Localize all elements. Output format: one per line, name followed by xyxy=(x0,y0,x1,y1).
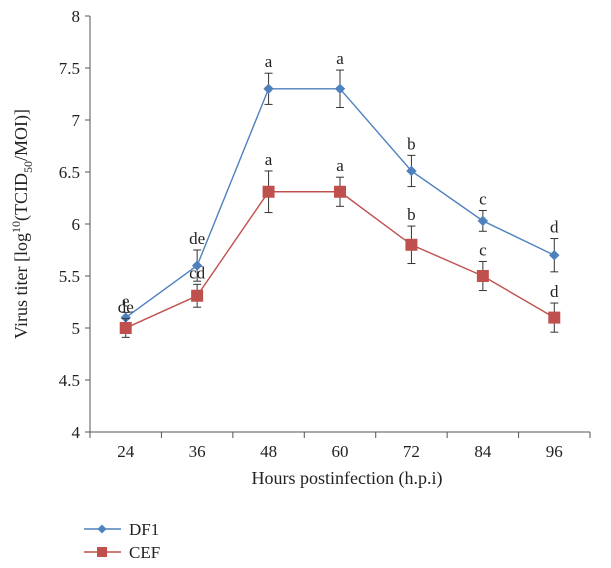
y-tick-label: 6.5 xyxy=(59,163,80,182)
significance-label: a xyxy=(336,49,344,68)
significance-label: a xyxy=(265,52,273,71)
legend: DF1 CEF xyxy=(84,520,160,562)
x-tick-label: 36 xyxy=(189,442,206,461)
data-point-df1 xyxy=(191,260,203,271)
significance-label: d xyxy=(550,282,559,301)
data-point-df1 xyxy=(549,249,560,261)
significance-label: c xyxy=(479,189,487,208)
y-tick-label: 4.5 xyxy=(59,371,80,390)
y-axis-title-sub: 50 xyxy=(21,161,35,173)
data-point-cef xyxy=(262,185,275,198)
significance-label: b xyxy=(407,205,416,224)
x-axis-title: Hours postinfection (h.p.i) xyxy=(252,468,443,489)
significance-label: d xyxy=(550,218,559,237)
legend-marker-cef xyxy=(97,547,107,557)
data-point-cef xyxy=(191,289,204,302)
significance-label: de xyxy=(118,298,134,317)
data-point-cef xyxy=(119,322,132,334)
data-point-cef xyxy=(405,238,418,251)
y-tick-label: 5.5 xyxy=(59,267,80,286)
significance-label: a xyxy=(265,150,273,169)
legend-item-cef: CEF xyxy=(84,543,160,562)
data-point-cef xyxy=(548,311,561,324)
significance-label: de xyxy=(189,229,205,248)
y-axis-title: Virus titer [log10(TCID50/MOI)] xyxy=(9,109,35,339)
data-point-cef xyxy=(476,270,489,282)
x-tick-label: 60 xyxy=(332,442,349,461)
significance-label: e xyxy=(122,291,130,310)
y-axis-title-mid: (TCID xyxy=(11,173,32,221)
y-axis-title-prefix: Virus titer [log xyxy=(11,233,31,339)
significance-label: cd xyxy=(189,263,206,282)
legend-label-df1: DF1 xyxy=(129,520,159,539)
y-ticks: 4 4.5 5 5.5 6 6.5 7 7.5 8 xyxy=(59,7,90,442)
series-line-cef xyxy=(125,191,555,329)
x-tick-label: 24 xyxy=(117,442,135,461)
y-tick-label: 4 xyxy=(72,423,81,442)
y-tick-label: 7 xyxy=(72,111,81,130)
data-point-df1 xyxy=(406,165,417,177)
data-point-df1 xyxy=(334,83,346,95)
x-ticks: 24 36 48 60 72 84 96 xyxy=(89,432,591,461)
y-axis-title-sup: 10 xyxy=(9,221,23,233)
y-tick-label: 5 xyxy=(72,319,81,338)
y-tick-label: 8 xyxy=(72,7,81,26)
data-point-df1 xyxy=(477,215,489,227)
x-tick-label: 96 xyxy=(546,442,563,461)
significance-label: a xyxy=(336,156,344,175)
y-tick-label: 7.5 xyxy=(59,59,80,78)
data-point-df1 xyxy=(263,83,274,95)
data-point-cef xyxy=(334,185,346,198)
legend-marker-df1 xyxy=(97,524,107,534)
legend-label-cef: CEF xyxy=(129,543,160,562)
significance-label: c xyxy=(479,240,487,259)
x-tick-label: 48 xyxy=(260,442,277,461)
significance-label: b xyxy=(407,134,416,153)
legend-item-df1: DF1 xyxy=(84,520,159,539)
x-tick-label: 84 xyxy=(474,442,492,461)
y-axis-title-suffix: /MOI)] xyxy=(11,109,32,161)
y-tick-label: 6 xyxy=(72,215,81,234)
x-tick-label: 72 xyxy=(403,442,420,461)
